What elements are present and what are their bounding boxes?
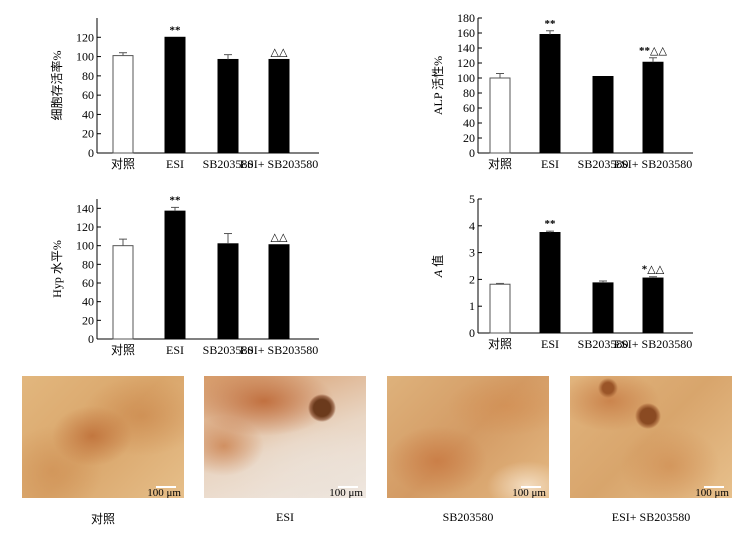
- y-tick-label: 180: [457, 11, 475, 25]
- significance-label: *△△: [642, 264, 665, 276]
- y-tick-label: 120: [76, 30, 94, 44]
- photo-caption-esi-sb203580: ESI+ SB203580: [611, 510, 691, 524]
- y-tick-label: 100: [457, 71, 475, 85]
- bar: [489, 77, 511, 154]
- y-tick-label: 5: [469, 192, 475, 206]
- category-label: ESI: [166, 343, 184, 357]
- significance-label: **: [170, 194, 182, 206]
- bar: [268, 58, 290, 154]
- y-tick-label: 0: [88, 146, 94, 160]
- bar: [217, 58, 239, 154]
- bar: [489, 283, 511, 334]
- category-label: ESI: [166, 157, 184, 171]
- y-axis-label: Hyp 水平%: [50, 240, 64, 298]
- y-tick-label: 20: [463, 131, 475, 145]
- y-tick-label: 20: [82, 127, 94, 141]
- bar: [539, 232, 561, 334]
- scale-bar: [704, 486, 724, 488]
- category-label: ESI: [541, 337, 559, 351]
- bar: [592, 76, 614, 154]
- category-label: ESI: [541, 157, 559, 171]
- y-tick-label: 80: [82, 257, 94, 271]
- y-tick-label: 80: [463, 86, 475, 100]
- micrograph-sb203580: 100 μm: [387, 376, 549, 498]
- y-tick-label: 0: [469, 326, 475, 340]
- bar: [268, 244, 290, 340]
- y-tick-label: 20: [82, 313, 94, 327]
- y-axis-label: A 值: [430, 255, 445, 278]
- category-label: SB203580: [203, 343, 254, 357]
- bar: [642, 277, 664, 334]
- scale-bar: [338, 486, 358, 488]
- category-label: 对照: [111, 343, 135, 357]
- bar: [642, 61, 664, 154]
- category-label: ESI+ SB203580: [614, 337, 692, 351]
- scale-bar: [521, 486, 541, 488]
- y-tick-label: 40: [463, 116, 475, 130]
- y-tick-label: 4: [469, 219, 475, 233]
- micrograph-esi-sb203580: 100 μm: [570, 376, 732, 498]
- photo-caption-esi: ESI: [276, 510, 294, 524]
- category-label: SB203580: [578, 157, 629, 171]
- y-tick-label: 120: [76, 220, 94, 234]
- significance-label: **: [170, 24, 182, 36]
- significance-label: △△: [271, 232, 288, 244]
- y-tick-label: 0: [469, 146, 475, 160]
- y-tick-label: 40: [82, 107, 94, 121]
- bar: [164, 36, 186, 154]
- significance-label: **△△: [639, 45, 667, 57]
- y-tick-label: 160: [457, 26, 475, 40]
- y-tick-label: 140: [457, 41, 475, 55]
- y-tick-label: 100: [76, 239, 94, 253]
- photo-caption-control: 对照: [90, 512, 115, 526]
- y-tick-label: 100: [76, 50, 94, 64]
- y-tick-label: 80: [82, 69, 94, 83]
- category-label: ESI+ SB203580: [614, 157, 692, 171]
- bar: [592, 282, 614, 334]
- scale-label: 100 μm: [147, 487, 181, 498]
- micrograph-esi: 100 μm: [204, 376, 366, 498]
- category-label: ESI+ SB203580: [240, 343, 318, 357]
- category-label: 对照: [488, 157, 512, 171]
- scale-label: 100 μm: [512, 487, 546, 498]
- bar: [112, 55, 134, 154]
- y-tick-label: 60: [82, 276, 94, 290]
- y-tick-label: 2: [469, 272, 475, 286]
- category-label: SB203580: [203, 157, 254, 171]
- category-label: ESI+ SB203580: [240, 157, 318, 171]
- y-tick-label: 40: [82, 295, 94, 309]
- scale-label: 100 μm: [695, 487, 729, 498]
- y-tick-label: 140: [76, 201, 94, 215]
- y-axis-label: 细胞存活率%: [49, 50, 64, 120]
- scale-bar: [156, 486, 176, 488]
- y-tick-label: 0: [88, 332, 94, 346]
- significance-label: **: [545, 18, 557, 30]
- category-label: 对照: [488, 337, 512, 351]
- bar: [112, 245, 134, 340]
- photo-caption-sb203580: SB203580: [442, 510, 494, 524]
- category-label: SB203580: [578, 337, 629, 351]
- significance-label: **: [545, 218, 557, 230]
- y-tick-label: 60: [82, 88, 94, 102]
- scale-label: 100 μm: [329, 487, 363, 498]
- micrograph-control: 100 μm: [22, 376, 184, 498]
- bar: [164, 210, 186, 340]
- bar: [217, 243, 239, 340]
- y-axis-label: ALP 活性%: [431, 56, 445, 115]
- y-tick-label: 1: [469, 299, 475, 313]
- y-tick-label: 3: [469, 246, 475, 260]
- category-label: 对照: [111, 157, 135, 171]
- y-tick-label: 60: [463, 101, 475, 115]
- y-tick-label: 120: [457, 56, 475, 70]
- significance-label: △△: [271, 46, 288, 58]
- bar: [539, 34, 561, 154]
